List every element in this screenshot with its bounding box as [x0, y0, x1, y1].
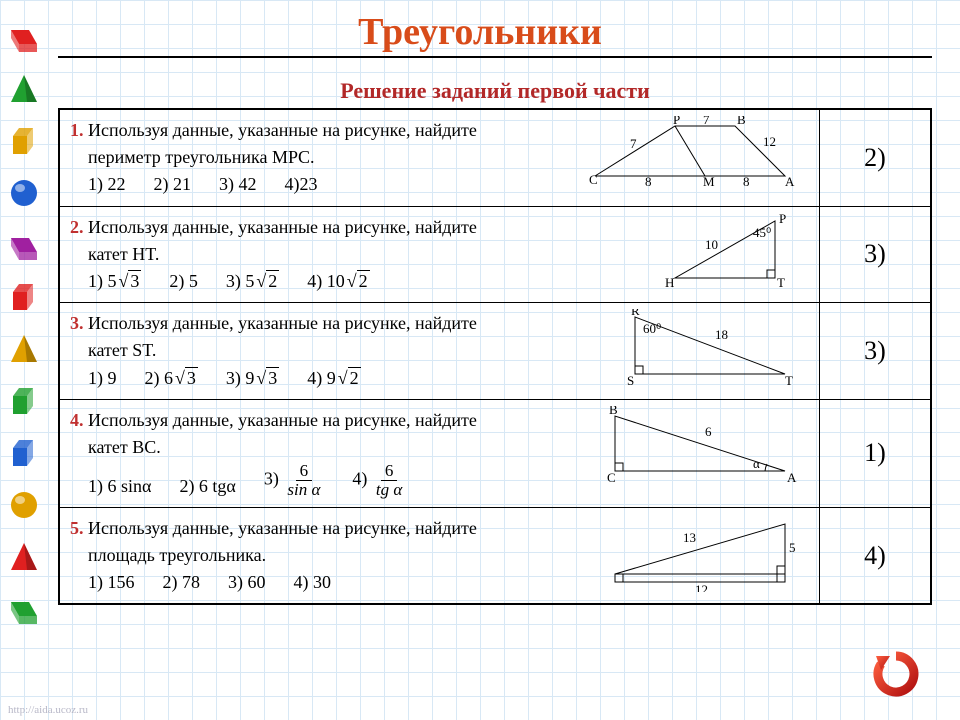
svg-text:13: 13 — [683, 530, 696, 545]
option: 1) 22 — [88, 172, 126, 197]
svg-text:12: 12 — [763, 134, 776, 149]
problem-cell: 3. Используя данные, указанные на рисунк… — [60, 303, 820, 399]
svg-text:S: S — [627, 373, 634, 387]
decorative-shape — [7, 176, 41, 210]
option: 3) 52 — [226, 269, 279, 294]
figure-triangle: P B C M A 7 7 12 8 8 — [585, 116, 805, 186]
svg-text:60⁰: 60⁰ — [643, 321, 661, 336]
answer-cell: 3) — [820, 303, 930, 399]
svg-text:C: C — [589, 172, 598, 186]
refresh-icon[interactable] — [872, 650, 920, 698]
option: 2) 5 — [169, 269, 198, 294]
svg-text:P: P — [673, 116, 680, 127]
decorative-shape — [7, 488, 41, 522]
page-subtitle: Решение заданий первой части — [58, 78, 932, 104]
problem-text: Используя данные, указанные на рисунке, … — [88, 410, 477, 430]
decorative-shape — [7, 280, 41, 314]
problems-table: 1. Используя данные, указанные на рисунк… — [58, 108, 932, 605]
option: 1) 156 — [88, 570, 135, 595]
table-row: 1. Используя данные, указанные на рисунк… — [60, 110, 930, 207]
svg-text:7: 7 — [703, 116, 710, 127]
decorative-shape — [7, 332, 41, 366]
option: 2) 78 — [163, 570, 201, 595]
svg-text:B: B — [737, 116, 746, 127]
table-row: 5. Используя данные, указанные на рисунк… — [60, 508, 930, 604]
problem-cell: 5. Используя данные, указанные на рисунк… — [60, 508, 820, 604]
problem-cell: 4. Используя данные, указанные на рисунк… — [60, 400, 820, 507]
svg-text:10: 10 — [705, 237, 718, 252]
option: 3) 60 — [228, 570, 266, 595]
problem-number: 2. — [70, 217, 84, 237]
decorative-shape — [7, 384, 41, 418]
svg-text:α: α — [753, 456, 760, 471]
table-row: 4. Используя данные, указанные на рисунк… — [60, 400, 930, 508]
svg-text:6: 6 — [705, 424, 712, 439]
svg-text:12: 12 — [695, 582, 708, 592]
svg-text:P: P — [779, 213, 786, 226]
frame-line — [58, 56, 932, 58]
answer-cell: 3) — [820, 207, 930, 303]
answer-cell: 2) — [820, 110, 930, 206]
figure-triangle: 13 5 12 — [605, 514, 805, 592]
svg-text:45⁰: 45⁰ — [753, 225, 771, 240]
svg-text:5: 5 — [789, 540, 796, 555]
option: 1) 9 — [88, 366, 117, 391]
svg-text:R: R — [631, 309, 640, 318]
svg-text:8: 8 — [743, 174, 750, 186]
problem-cell: 2. Используя данные, указанные на рисунк… — [60, 207, 820, 303]
problem-text: Используя данные, указанные на рисунке, … — [88, 217, 477, 237]
problem-text: Используя данные, указанные на рисунке, … — [88, 313, 477, 333]
problem-text: Используя данные, указанные на рисунке, … — [88, 518, 477, 538]
figure-triangle: P H T 45⁰ 10 — [655, 213, 805, 291]
svg-text:M: M — [703, 174, 715, 186]
answer-cell: 1) — [820, 400, 930, 507]
option: 4) 30 — [294, 570, 332, 595]
problem-number: 5. — [70, 518, 84, 538]
option: 4) 102 — [307, 269, 369, 294]
svg-text:C: C — [607, 470, 616, 484]
problem-number: 3. — [70, 313, 84, 333]
problem-number: 1. — [70, 120, 84, 140]
answer-cell: 4) — [820, 508, 930, 604]
svg-text:B: B — [609, 406, 618, 417]
svg-text:A: A — [785, 174, 795, 186]
option: 1) 6 sinα — [88, 474, 151, 499]
option: 2) 63 — [145, 366, 198, 391]
watermark: http://aida.ucoz.ru — [8, 704, 88, 716]
option: 3) 93 — [226, 366, 279, 391]
decorative-shape — [7, 228, 41, 262]
option: 3) 6sin α — [264, 462, 325, 499]
option: 4) 92 — [307, 366, 360, 391]
figure-triangle: R S T 60⁰ 18 — [615, 309, 805, 387]
decorative-shape — [7, 124, 41, 158]
decorative-shape — [7, 540, 41, 574]
problem-cell: 1. Используя данные, указанные на рисунк… — [60, 110, 820, 206]
decorative-shape — [7, 20, 41, 54]
option: 3) 42 — [219, 172, 257, 197]
option: 2) 21 — [154, 172, 192, 197]
svg-text:18: 18 — [715, 327, 728, 342]
shapes-sidebar — [0, 0, 48, 720]
table-row: 3. Используя данные, указанные на рисунк… — [60, 303, 930, 400]
svg-text:H: H — [665, 275, 674, 290]
decorative-shape — [7, 72, 41, 106]
svg-text:8: 8 — [645, 174, 652, 186]
table-row: 2. Используя данные, указанные на рисунк… — [60, 207, 930, 304]
problem-number: 4. — [70, 410, 84, 430]
figure-triangle: B C A 6 α — [595, 406, 805, 484]
problem-text: Используя данные, указанные на рисунке, … — [88, 120, 477, 140]
decorative-shape — [7, 436, 41, 470]
svg-text:7: 7 — [630, 136, 637, 151]
option: 2) 6 tgα — [179, 474, 235, 499]
svg-text:T: T — [777, 275, 785, 290]
option: 1) 53 — [88, 269, 141, 294]
decorative-shape — [7, 592, 41, 626]
option: 4)23 — [285, 172, 318, 197]
svg-text:T: T — [785, 373, 793, 387]
page-title: Треугольники — [0, 0, 960, 54]
svg-text:A: A — [787, 470, 797, 484]
option: 4) 6tg α — [352, 462, 406, 499]
